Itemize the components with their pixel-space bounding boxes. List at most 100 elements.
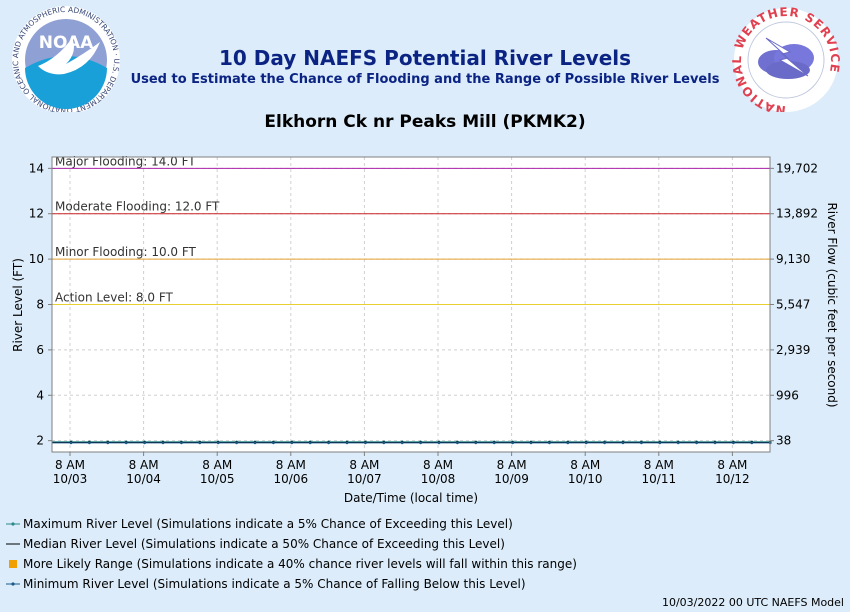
- series-point: [124, 440, 128, 444]
- series-point: [713, 441, 717, 444]
- series-point: [603, 441, 606, 445]
- series-point: [511, 441, 514, 444]
- series-point: [143, 440, 146, 444]
- series-point: [308, 441, 312, 444]
- series-point: [180, 441, 183, 445]
- series-point: [658, 441, 662, 444]
- series-point: [345, 440, 349, 444]
- series-point: [106, 441, 110, 445]
- series-point: [400, 441, 404, 445]
- series-point: [768, 441, 772, 444]
- series-point: [713, 440, 717, 444]
- y2-tick-label: 996: [776, 388, 799, 402]
- series-point: [529, 440, 533, 444]
- y2-tick-label: 5,547: [776, 298, 810, 312]
- x-tick-date: 10/08: [421, 472, 456, 486]
- series-point: [161, 440, 165, 444]
- series-point: [272, 440, 275, 444]
- series-point: [327, 441, 330, 445]
- series-point: [290, 440, 294, 444]
- series-point: [621, 440, 625, 444]
- series-point: [695, 441, 698, 444]
- series-point: [474, 441, 478, 444]
- series-point: [658, 440, 662, 444]
- chart-title: 10 Day NAEFS Potential River Levels: [218, 46, 632, 70]
- x-tick-date: 10/03: [53, 472, 88, 486]
- series-point: [235, 441, 238, 444]
- series-point: [732, 441, 735, 445]
- series-point: [198, 440, 202, 444]
- series-point: [235, 440, 238, 444]
- x-tick-date: 10/04: [126, 472, 161, 486]
- series-point: [400, 441, 404, 444]
- y2-tick-label: 13,892: [776, 207, 818, 221]
- y2-axis-label: River Flow (cubic feet per second): [825, 202, 839, 407]
- y-tick-label: 12: [29, 207, 44, 221]
- series-point: [143, 441, 146, 444]
- series-point: [437, 441, 441, 445]
- series-point: [180, 440, 183, 444]
- series-point: [290, 441, 294, 444]
- threshold-label: Minor Flooding: 10.0 FT: [55, 245, 197, 259]
- series-point: [584, 441, 588, 444]
- series-point: [198, 441, 202, 444]
- series-point: [621, 441, 625, 444]
- series-point: [529, 441, 533, 444]
- series-point: [327, 440, 330, 444]
- series-point: [640, 441, 643, 444]
- series-point: [640, 440, 643, 444]
- x-tick-date: 10/10: [568, 472, 603, 486]
- series-point: [750, 441, 754, 445]
- series-point: [88, 441, 91, 444]
- series-point: [676, 441, 680, 445]
- series-point: [548, 440, 551, 444]
- x-tick-date: 10/05: [200, 472, 235, 486]
- series-point: [308, 441, 312, 445]
- x-tick-time: 8 AM: [497, 458, 527, 472]
- x-tick-time: 8 AM: [349, 458, 379, 472]
- series-point: [253, 440, 257, 444]
- series-point: [198, 441, 202, 445]
- series-point: [235, 441, 238, 445]
- series-point: [584, 441, 588, 445]
- threshold-label: Action Level: 8.0 FT: [55, 291, 174, 305]
- y-tick-label: 14: [29, 161, 44, 175]
- x-tick-time: 8 AM: [570, 458, 600, 472]
- x-tick-time: 8 AM: [423, 458, 453, 472]
- series-point: [69, 441, 73, 444]
- series-point: [529, 441, 533, 445]
- x-tick-time: 8 AM: [276, 458, 306, 472]
- series-point: [732, 440, 735, 444]
- series-point: [69, 441, 73, 445]
- series-point: [216, 440, 220, 444]
- series-point: [695, 441, 698, 445]
- series-point: [124, 441, 128, 444]
- series-point: [456, 441, 459, 444]
- series-point: [364, 441, 367, 445]
- series-point: [419, 441, 422, 445]
- series-point: [676, 441, 680, 444]
- y2-tick-label: 38: [776, 434, 791, 448]
- model-footer: 10/03/2022 00 UTC NAEFS Model: [661, 596, 844, 609]
- series-point: [603, 441, 606, 444]
- series-point: [382, 441, 386, 444]
- series-point: [345, 441, 349, 445]
- series-point: [272, 441, 275, 445]
- y-axis-label: River Level (FT): [11, 258, 25, 352]
- x-tick-time: 8 AM: [717, 458, 747, 472]
- series-point: [161, 441, 165, 445]
- series-point: [345, 441, 349, 444]
- series-point: [768, 441, 772, 445]
- x-tick-date: 10/06: [274, 472, 309, 486]
- series-point: [511, 441, 514, 445]
- series-point: [216, 441, 220, 444]
- series-point: [106, 441, 110, 444]
- x-tick-date: 10/11: [642, 472, 677, 486]
- legend-label: More Likely Range (Simulations indicate …: [23, 557, 577, 571]
- threshold-label: Major Flooding: 14.0 FT: [55, 154, 196, 168]
- y2-tick-label: 9,130: [776, 252, 810, 266]
- series-point: [492, 440, 496, 444]
- series-point: [474, 440, 478, 444]
- x-tick-date: 10/09: [494, 472, 529, 486]
- series-point: [290, 441, 294, 445]
